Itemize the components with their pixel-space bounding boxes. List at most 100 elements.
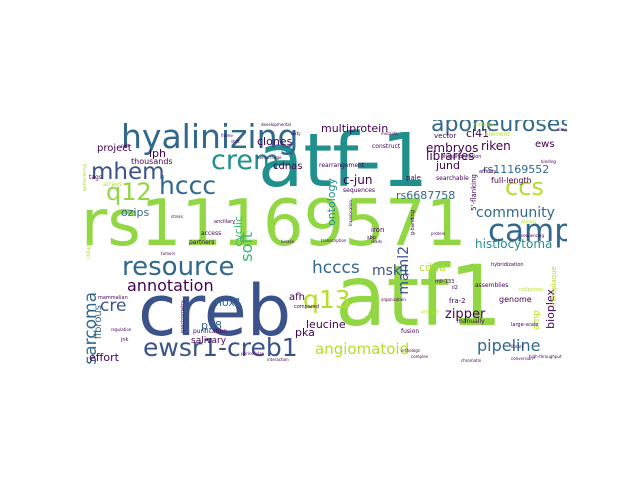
word-rearrangement: rearrangement [319,162,365,169]
word-frame: frame [221,133,233,138]
word-kinase: kinase [281,239,294,244]
word-regulation: regulation [111,327,132,332]
word-translocation: translocation [348,200,353,227]
word-mammalian: mammalian [98,295,128,301]
word-sbp: sbp [367,235,376,241]
word-shift: shift [231,139,240,144]
word-atf-1: atf-1 [258,120,429,204]
word-binding: binding [541,159,556,164]
word-mutants: mutants [381,131,398,136]
word-pipeline: pipeline [477,336,541,355]
word-hcccs: hcccs [312,258,360,278]
word-fibrous: fibrous [93,305,104,340]
word-spectrometry: spectrometry [180,300,186,334]
word-reads: reads [371,239,383,244]
word-ozips: ozips [121,206,150,219]
word-access: access [201,230,222,237]
word-mobility: mobility [474,122,495,128]
word-thousands: thousands [131,157,173,166]
word-cdnas: cdnas [273,161,303,172]
word-cdna: cdna [419,261,446,274]
word-hemorrhage: hemorrhage [257,155,282,160]
word-hybridization: hybridization [491,262,524,268]
word-sequencing: sequencing [521,233,544,238]
word-generating: generating [82,164,88,192]
word-annotation: annotation [127,276,214,295]
word-element: element [485,131,510,138]
word-riken: riken [481,139,511,153]
word-sequences: sequences [343,187,376,194]
word-multiprotein: multiprotein [321,122,389,135]
word-partners: partners [189,239,215,246]
word-ancillary: ancillary [214,219,236,225]
word-histiocytoma: histiocytoma [475,237,553,251]
word-intraplaque: intraplaque [550,266,558,307]
word-iph: iph [149,147,167,160]
word-domain: domain [521,219,536,224]
word-genome: genome [499,295,532,304]
word-zipper: zipper [445,307,486,322]
word-tumors: tumors [161,251,176,256]
word-creb: creb [138,270,292,352]
word-il2: il2 [452,285,458,291]
word-rs6687758: rs6687758 [396,189,456,202]
word-cells: cells [121,143,130,148]
word-hccc: hccc [159,171,217,200]
word-construct: construct [372,143,401,150]
word-c-jun: c-jun [343,173,373,187]
word-g-banding: g-banding [410,210,416,236]
word-conversion: conversion [511,356,533,361]
word-organization: organization [381,297,406,302]
word-effort: effort [89,351,119,364]
word-maml2: maml2 [396,246,412,295]
word-aponeuroses: aponeuroses [431,120,567,137]
word-iron: iron [371,226,385,234]
word-fra-2: fra-2 [449,297,466,305]
word-library: library [511,344,524,349]
word-large-scale: large-scale [511,322,539,328]
word-developmental: developmental [261,122,291,127]
word-msk1: msk1 [372,263,410,279]
word-ews: ews [535,139,555,150]
word-atf1: atf1 [335,247,503,345]
word-pericellular: pericellular [241,351,264,356]
word-leucine: leucine [306,318,346,331]
word-orthologs: orthologs [401,348,420,353]
word-cloud: atf-1 atf1 rs11169571 creb hyalinizing e… [81,120,567,364]
word-searchable: searchable [436,175,469,182]
word-rs11169571: rs11169571 [81,187,467,261]
word-afh: afh [289,292,305,303]
word-jund: jund [436,159,460,172]
word-pale: pale [406,174,421,182]
word-transcription: transcription [321,238,347,243]
word-assemblies: assemblies [475,282,509,289]
word-embryos: embryos [426,141,479,155]
word-promoter: promoter [421,309,440,314]
word-tags: tags [89,174,102,181]
word-arrays: arrays [103,181,122,188]
word-mhem: mhem [91,159,165,185]
word-rs11169552: rs11169552 [483,163,550,176]
word-5-flanking: 5'-flanking [470,174,478,211]
word-stress: stress [171,214,183,219]
word-salivary: salivary [191,336,227,346]
word-p38: p38 [201,319,222,332]
word-clones: clones [257,135,293,148]
word-pka: pka [295,326,315,339]
word-angiomatoid: angiomatoid [315,340,410,358]
word-fusion: fusion [401,328,420,335]
word-q12: q12 [106,178,152,206]
word-mir-133: mir-133 [435,279,455,285]
word-compared: compared [294,304,320,310]
word-full-length: full-length [491,176,532,185]
word-libraries: libraries [426,149,475,163]
word-phosphorylation: phosphorylation [441,154,482,160]
word-protein: protein [431,231,446,236]
word-affinity: affinity [479,169,497,175]
word-project: project [97,143,132,154]
word-ewsr1-creb1: ewsr1-creb1 [143,333,298,362]
word-purification: purification [193,328,227,335]
word-resource: resource [122,252,235,282]
word-ccs: ccs [505,173,544,201]
word-dimer: dimer [557,127,567,132]
